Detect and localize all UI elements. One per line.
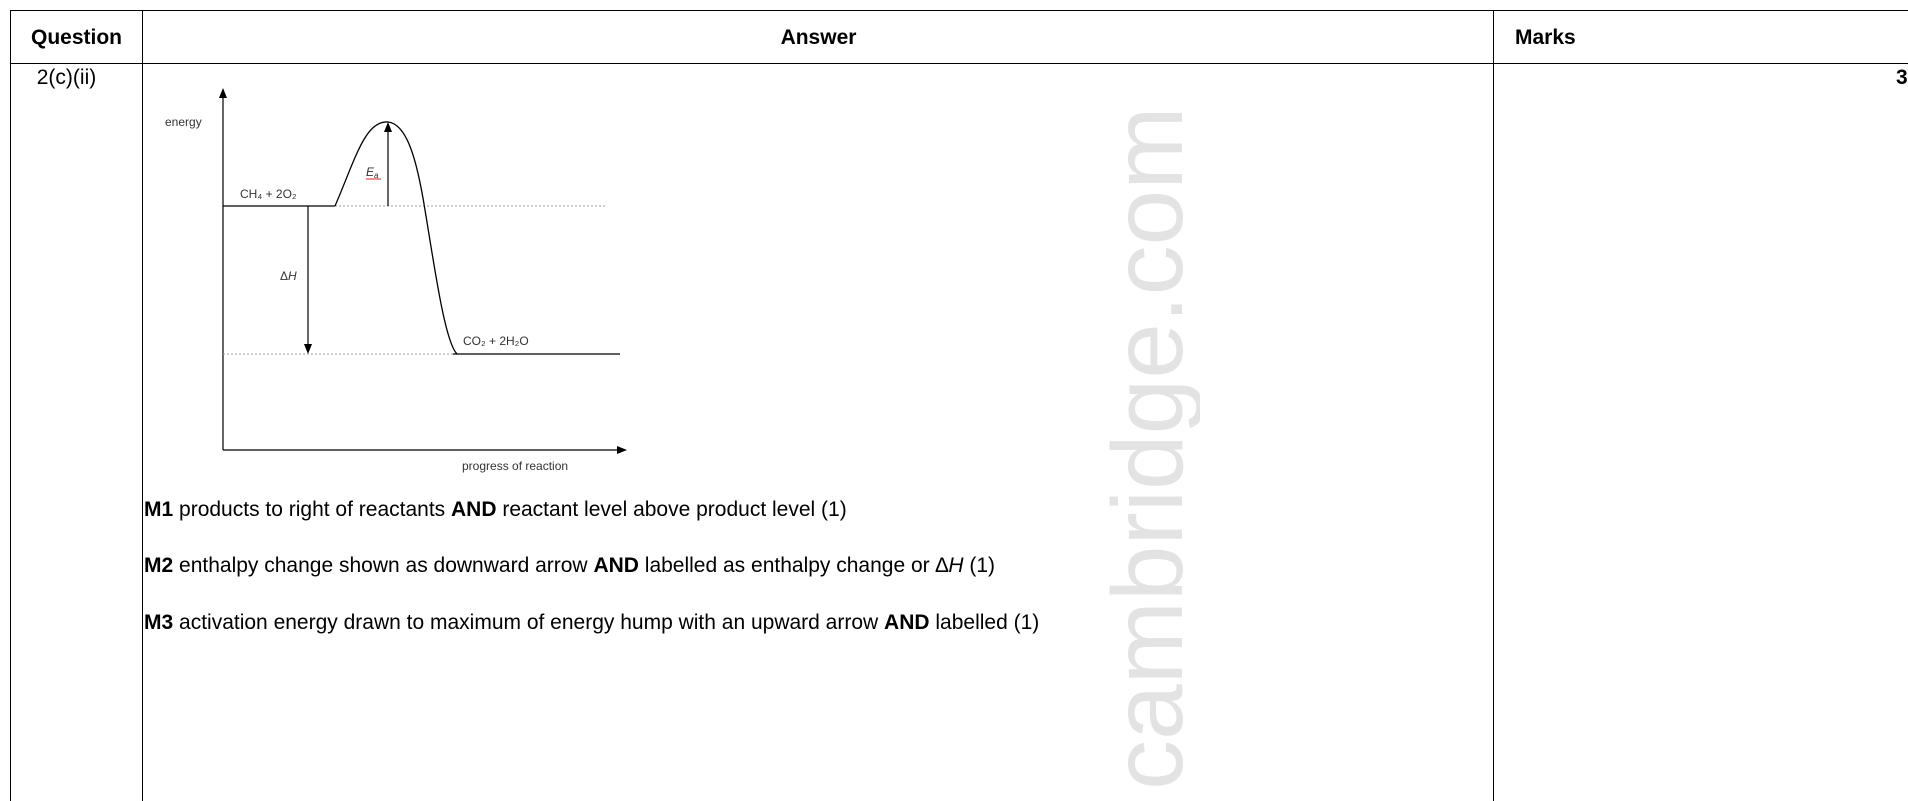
mp-text: (1): [963, 554, 996, 577]
x-axis-arrowhead: [617, 446, 627, 454]
header-divider: [11, 63, 1908, 64]
question-number: 2(c)(ii): [36, 66, 97, 89]
header-answer: Answer: [780, 25, 857, 49]
reactants-label: CH₄ + 2O₂: [240, 187, 297, 201]
column-divider-question: [142, 11, 143, 801]
enthalpy-label: ΔH: [280, 269, 297, 283]
mp-keyword: AND: [884, 611, 930, 634]
mp-code: M2: [144, 554, 174, 577]
mp-text: labelled (1): [929, 611, 1040, 634]
x-axis-label: progress of reaction: [462, 459, 568, 473]
energy-profile-diagram: energy progress of reaction CH₄ + 2O₂ CO…: [165, 88, 627, 473]
header-marks: Marks: [1515, 25, 1576, 49]
marking-point-m1: M1 products to right of reactants AND re…: [144, 498, 847, 522]
marking-point-m2: M2 enthalpy change shown as downward arr…: [144, 554, 995, 578]
mp-variable: H: [948, 554, 964, 577]
energy-hump-curve: [334, 121, 458, 355]
mp-keyword: AND: [451, 498, 497, 521]
mp-text: labelled as enthalpy change or ∆: [638, 554, 949, 577]
header-question: Question: [30, 25, 122, 49]
mp-code: M1: [144, 498, 174, 521]
products-label: CO₂ + 2H₂O: [463, 334, 529, 348]
mp-text: products to right of reactants: [173, 498, 451, 521]
mark-scheme-table: Question Answer Marks: [10, 10, 1908, 801]
y-axis-label: energy: [165, 115, 202, 129]
mp-code: M3: [144, 611, 174, 634]
column-divider-answer: [1493, 11, 1494, 801]
mp-text: reactant level above product level (1): [496, 498, 847, 521]
mp-text: enthalpy change shown as downward arrow: [173, 554, 594, 577]
mp-keyword: AND: [593, 554, 639, 577]
marks-value: 3: [1896, 66, 1908, 89]
marking-point-m3: M3 activation energy drawn to maximum of…: [144, 611, 1039, 635]
enthalpy-arrowhead: [304, 344, 312, 354]
activation-arrowhead: [384, 122, 392, 132]
activation-energy-label: Ea: [366, 165, 379, 180]
mp-text: activation energy drawn to maximum of en…: [173, 611, 885, 634]
y-axis-arrowhead: [219, 88, 227, 98]
